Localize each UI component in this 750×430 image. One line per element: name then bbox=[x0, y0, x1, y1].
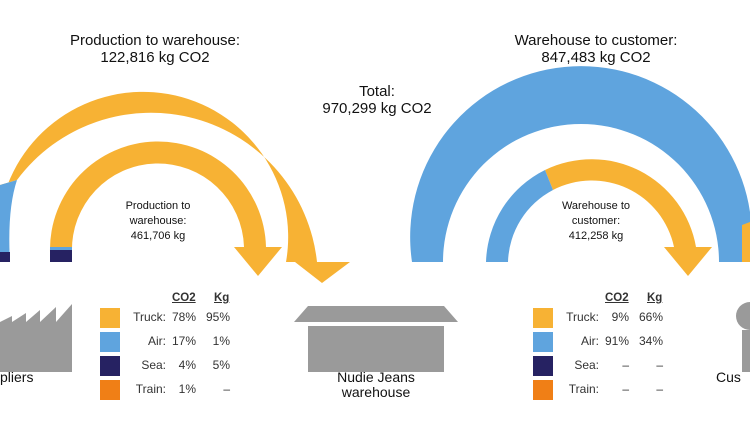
legend-kg-value: 95% bbox=[205, 310, 230, 324]
total-line2: 970,299 kg CO2 bbox=[322, 99, 432, 117]
legend-mode-label: Truck: bbox=[133, 310, 166, 324]
legend-co2-value: 1% bbox=[178, 382, 196, 396]
outbound-co2-arc bbox=[410, 66, 750, 262]
legend-swatch bbox=[100, 332, 120, 352]
legend-mode-label: Train: bbox=[568, 382, 599, 396]
legend-row: Train: 1% – bbox=[100, 380, 240, 400]
legend-row: Air: 91% 34% bbox=[533, 332, 673, 352]
legend-co2-value: 4% bbox=[178, 358, 196, 372]
warehouse-icon bbox=[294, 306, 458, 372]
legend-mode-label: Sea: bbox=[574, 358, 599, 372]
inbound-inner-line1: Production to bbox=[125, 200, 191, 212]
legend-co2-value: – bbox=[622, 382, 629, 396]
customers-label: Cus bbox=[716, 369, 741, 385]
inbound-legend: CO2 Kg Truck: 78% 95% Air: 17% 1% Sea: 4% 5% Trai… bbox=[100, 292, 240, 400]
legend-row: Truck: 78% 95% bbox=[100, 308, 240, 328]
outbound-inner-line3: 412,258 kg bbox=[568, 229, 624, 242]
legend-mode-label: Air: bbox=[581, 334, 599, 348]
suppliers-label: pliers bbox=[0, 369, 34, 385]
legend-row: Sea: 4% 5% bbox=[100, 356, 240, 376]
customer-person-icon bbox=[736, 302, 750, 372]
legend-swatch bbox=[100, 356, 120, 376]
outbound-title-line2: 847,483 kg CO2 bbox=[541, 48, 651, 66]
inbound-legend-co2-header: CO2 bbox=[172, 292, 196, 304]
legend-mode-label: Air: bbox=[148, 334, 166, 348]
legend-swatch bbox=[100, 380, 120, 400]
inbound-co2-arc-air bbox=[0, 180, 17, 262]
legend-kg-value: 66% bbox=[638, 310, 663, 324]
warehouse-label: Nudie Jeans warehouse bbox=[316, 369, 436, 401]
legend-row: Truck: 9% 66% bbox=[533, 308, 673, 328]
legend-row: Air: 17% 1% bbox=[100, 332, 240, 352]
outbound-kg-arc bbox=[486, 159, 712, 276]
legend-mode-label: Sea: bbox=[141, 358, 166, 372]
legend-kg-value: – bbox=[223, 382, 230, 396]
legend-swatch bbox=[533, 380, 553, 400]
inbound-co2-arrowhead bbox=[295, 262, 350, 283]
legend-row: Train: – – bbox=[533, 380, 673, 400]
outbound-inner-line2: customer: bbox=[571, 214, 621, 227]
legend-co2-value: 91% bbox=[604, 334, 629, 348]
total-label: Total: 970,299 kg CO2 bbox=[295, 83, 459, 117]
legend-co2-value: 17% bbox=[171, 334, 196, 348]
legend-swatch bbox=[533, 356, 553, 376]
inbound-kg-arc bbox=[49, 141, 282, 276]
legend-kg-value: – bbox=[656, 358, 663, 372]
factory-icon bbox=[0, 304, 72, 372]
inbound-title: Production to warehouse: 122,816 kg CO2 bbox=[42, 32, 268, 66]
outbound-kg-arrowhead bbox=[664, 247, 712, 276]
inbound-kg-arc-truck bbox=[49, 141, 266, 252]
outbound-inner-caption: Warehouse to customer: 412,258 kg bbox=[546, 199, 646, 244]
outbound-kg-arc-air bbox=[486, 170, 553, 262]
warehouse-label-line1: Nudie Jeans bbox=[337, 369, 415, 385]
inbound-co2-arc-truck bbox=[0, 91, 317, 262]
legend-mode-label: Truck: bbox=[566, 310, 599, 324]
outbound-legend-co2-header: CO2 bbox=[605, 292, 629, 304]
inbound-inner-line3: 461,706 kg bbox=[130, 229, 186, 242]
outbound-inner-line1: Warehouse to bbox=[561, 200, 631, 212]
legend-mode-label: Train: bbox=[135, 382, 166, 396]
legend-swatch bbox=[100, 308, 120, 328]
legend-kg-value: 5% bbox=[212, 358, 230, 372]
outbound-kg-arc-truck bbox=[545, 159, 696, 247]
total-line1: Total: bbox=[359, 83, 395, 100]
inbound-inner-caption: Production to warehouse: 461,706 kg bbox=[108, 199, 208, 244]
legend-co2-value: – bbox=[622, 358, 629, 372]
inbound-kg-arc-air bbox=[50, 247, 72, 250]
legend-kg-value: 1% bbox=[212, 334, 230, 348]
warehouse-label-line2: warehouse bbox=[341, 384, 411, 401]
outbound-title-line1: Warehouse to customer: bbox=[514, 32, 678, 49]
inbound-kg-arrowhead bbox=[234, 247, 282, 276]
outbound-co2-arc-air bbox=[410, 66, 750, 262]
legend-kg-value: – bbox=[656, 382, 663, 396]
outbound-title: Warehouse to customer: 847,483 kg CO2 bbox=[486, 32, 706, 66]
legend-co2-value: 9% bbox=[611, 310, 629, 324]
inbound-legend-kg-header: Kg bbox=[214, 292, 230, 304]
outbound-legend: CO2 Kg Truck: 9% 66% Air: 91% 34% Sea: – – Train:… bbox=[533, 292, 673, 400]
legend-swatch bbox=[533, 308, 553, 328]
inbound-co2-arc bbox=[0, 91, 350, 283]
inbound-title-line1: Production to warehouse: bbox=[69, 32, 241, 49]
legend-co2-value: 78% bbox=[171, 310, 196, 324]
inbound-kg-arc-sea bbox=[50, 250, 72, 262]
outbound-legend-kg-header: Kg bbox=[647, 292, 663, 304]
inbound-title-line2: 122,816 kg CO2 bbox=[100, 48, 210, 66]
inbound-inner-line2: warehouse: bbox=[129, 214, 187, 227]
outbound-co2-arc-truck bbox=[742, 222, 750, 262]
inbound-co2-arc-sea bbox=[0, 252, 10, 262]
legend-row: Sea: – – bbox=[533, 356, 673, 376]
legend-swatch bbox=[533, 332, 553, 352]
legend-kg-value: 34% bbox=[638, 334, 663, 348]
